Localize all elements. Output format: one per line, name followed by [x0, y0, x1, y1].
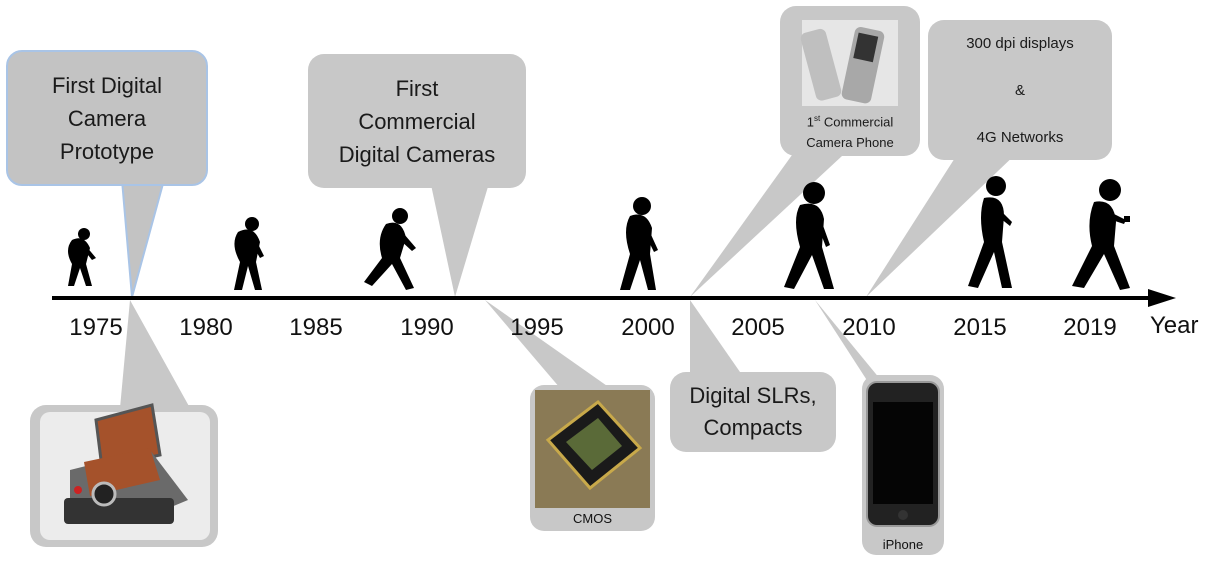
- polaroid-callout-tail: [120, 300, 190, 408]
- year-label: 1980: [179, 314, 233, 341]
- ordinal-number: 1: [806, 114, 815, 130]
- cmos-caption: CMOS: [573, 511, 612, 526]
- dslr-line: Digital SLRs,: [689, 383, 817, 408]
- dslr-callout-tail: [690, 300, 740, 372]
- first-commercial-line: Digital Cameras: [338, 141, 496, 167]
- first-commercial-callout: First Commercial Digital Cameras: [308, 54, 526, 188]
- year-label: 1985: [289, 314, 343, 341]
- camera-phone-line1-rest: Commercial: [820, 114, 894, 130]
- displays-line: &: [1014, 81, 1025, 99]
- cmos-sensor-icon: [530, 385, 655, 531]
- displays-line: 300 dpi displays: [966, 34, 1074, 52]
- iphone-callout-tail: [815, 300, 885, 385]
- prototype-callout-tail: [120, 179, 166, 298]
- year-label: 2000: [621, 314, 675, 341]
- dslr-line: Compacts: [703, 415, 803, 440]
- polaroid-camera-icon: [30, 403, 218, 547]
- year-label: 2015: [953, 314, 1007, 341]
- first-commercial-line: Commercial: [358, 108, 476, 134]
- camera-phone-line1: 1st Commercial: [807, 109, 893, 132]
- axis-arrow-icon: [1148, 289, 1176, 307]
- first-commercial-line: First: [395, 75, 439, 101]
- year-label: 1990: [400, 314, 454, 341]
- year-label: 1975: [69, 314, 123, 341]
- year-label: 2005: [731, 314, 785, 341]
- first-prototype-callout: First Digital Camera Prototype: [6, 50, 208, 186]
- flip-phone-icon: [780, 6, 920, 156]
- ordinal-suffix: st: [814, 114, 821, 124]
- first-prototype-line: Prototype: [59, 138, 155, 164]
- first-prototype-line: Camera: [67, 105, 147, 131]
- camera-phone-line2: Camera Phone: [806, 134, 894, 150]
- iphone-caption: iPhone: [882, 537, 924, 552]
- camera-phone-caption: 1st Commercial Camera Phone: [780, 108, 920, 154]
- cmos-callout-tail: [485, 300, 610, 388]
- dslr-callout: Digital SLRs, Compacts: [670, 372, 836, 452]
- year-label: 2010: [842, 314, 896, 341]
- human-evolution-silhouette-icon: [68, 176, 1130, 290]
- displays-callout: 300 dpi displays & 4G Networks: [928, 20, 1112, 160]
- year-label: 2019: [1063, 314, 1117, 341]
- displays-line: 4G Networks: [976, 128, 1064, 146]
- iphone-icon: [862, 375, 944, 555]
- axis-title: Year: [1150, 312, 1199, 339]
- commercial-callout-tail: [430, 180, 490, 297]
- first-prototype-line: First Digital: [51, 72, 162, 98]
- year-label: 1995: [510, 314, 564, 341]
- displays-callout-tail: [866, 150, 1020, 297]
- camera-phone-callout-tail: [690, 130, 870, 297]
